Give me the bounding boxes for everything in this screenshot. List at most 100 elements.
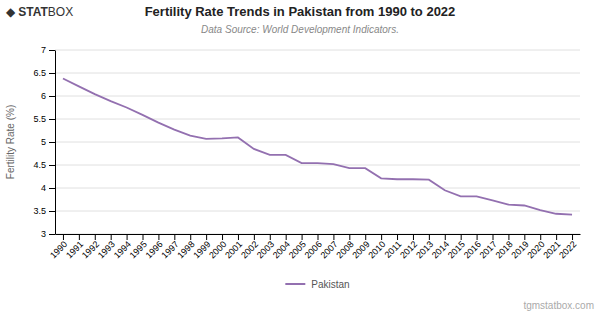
legend: Pakistan — [285, 279, 349, 290]
x-tick-label: 2009 — [350, 239, 371, 260]
x-tick-label: 2019 — [509, 239, 530, 260]
y-tick-label: 6.5 — [33, 68, 46, 78]
title: Fertility Rate Trends in Pakistan from 1… — [145, 4, 456, 19]
y-tick-mark — [49, 119, 55, 120]
x-tick-label: 1993 — [96, 239, 117, 260]
grid-line — [55, 50, 580, 51]
x-tick-mark — [477, 234, 478, 240]
marks — [63, 79, 572, 215]
x-tick-mark — [381, 234, 382, 240]
x-tick-label: 2006 — [303, 239, 324, 260]
x-tick-label: 2017 — [478, 239, 499, 260]
x-tick-label: 1990 — [48, 239, 69, 260]
subtitle: Data Source: World Development Indicator… — [201, 24, 399, 35]
x-tick-mark — [524, 234, 525, 240]
grid-line — [55, 188, 580, 189]
legend-item: Pakistan — [285, 279, 349, 290]
x-tick-mark — [397, 234, 398, 240]
x-tick-mark — [238, 234, 239, 240]
y-axis: 3 3.5 4 4.5 5 5.5 6 6.5 7 — [33, 45, 55, 239]
x-tick-mark — [111, 234, 112, 240]
y-tick-mark — [49, 188, 55, 189]
grid — [55, 50, 580, 234]
y-tick-mark — [49, 96, 55, 97]
grid-line — [55, 165, 580, 166]
y-tick-label: 6 — [41, 91, 46, 101]
x-tick-mark — [572, 234, 573, 240]
x-tick-mark — [222, 234, 223, 240]
x-tick-mark — [445, 234, 446, 240]
x-tick-mark — [254, 234, 255, 240]
x-tick-label: 2008 — [334, 239, 355, 260]
x-tick-label: 2004 — [271, 239, 292, 260]
x-tick-label: 2021 — [541, 239, 562, 260]
x-tick-mark — [143, 234, 144, 240]
x-tick-mark — [461, 234, 462, 240]
x-tick-mark — [556, 234, 557, 240]
x-tick-label: 2000 — [207, 239, 228, 260]
legend-label: Pakistan — [311, 279, 349, 290]
x-tick-mark — [333, 234, 334, 240]
y-tick-mark — [49, 142, 55, 143]
x-tick-label: 1991 — [64, 239, 85, 260]
x-tick-mark — [63, 234, 64, 240]
x-tick-label: 2016 — [462, 239, 483, 260]
y-axis-title: Fertility Rate (%) — [5, 105, 16, 179]
x-tick-mark — [79, 234, 80, 240]
x-tick-label: 2018 — [494, 239, 515, 260]
logo-part: STAT — [18, 5, 48, 19]
x-tick-mark — [302, 234, 303, 240]
y-axis-line — [55, 51, 56, 235]
y-tick: 6.5 — [33, 68, 55, 78]
x-tick-mark — [158, 234, 159, 240]
x-tick-label: 2013 — [414, 239, 435, 260]
y-tick-label: 5.5 — [33, 114, 46, 124]
grid-line — [55, 211, 580, 212]
logo-part: BOX — [48, 5, 73, 19]
x-tick-mark — [318, 234, 319, 240]
x-tick-label: 2014 — [430, 239, 451, 260]
x-tick-mark — [206, 234, 207, 240]
y-tick: 3 — [41, 229, 55, 239]
x-tick-label: 2022 — [557, 239, 578, 260]
logo-part: ◆ — [6, 5, 16, 19]
x-tick-mark — [95, 234, 96, 240]
grid-line — [55, 96, 580, 97]
line — [63, 79, 572, 215]
grid-line — [55, 73, 580, 74]
y-tick: 5.5 — [33, 114, 55, 124]
x-tick-mark — [286, 234, 287, 240]
x-tick-label: 2015 — [446, 239, 467, 260]
x-tick-label: 2005 — [287, 239, 308, 260]
x-tick-mark — [508, 234, 509, 240]
y-tick-label: 3 — [41, 229, 46, 239]
grid-line — [55, 119, 580, 120]
x-tick-mark — [429, 234, 430, 240]
x-axis: 1990199119921993199419951996199719981999… — [48, 234, 580, 260]
x-tick-label: 1992 — [80, 239, 101, 260]
y-tick-label: 7 — [41, 45, 46, 55]
y-tick: 6 — [41, 91, 55, 101]
y-tick-label: 3.5 — [33, 206, 46, 216]
y-tick: 4.5 — [33, 160, 55, 170]
y-tick-mark — [49, 165, 55, 166]
y-tick-mark — [49, 73, 55, 74]
x-tick-label: 2007 — [319, 239, 340, 260]
x-tick-mark — [174, 234, 175, 240]
plot: 1990199119921993199419951996199719981999… — [33, 45, 580, 260]
x-tick-mark — [365, 234, 366, 240]
y-tick: 5 — [41, 137, 55, 147]
y-tick: 7 — [41, 45, 55, 55]
x-tick-label: 1999 — [191, 239, 212, 260]
x-tick-mark — [540, 234, 541, 240]
y-tick: 4 — [41, 183, 55, 193]
legend-swatch — [285, 283, 305, 285]
x-tick: 2010 — [366, 234, 387, 260]
logo: ◆STATBOX — [6, 5, 73, 19]
x-tick-mark — [127, 234, 128, 240]
y-tick-label: 4 — [41, 183, 46, 193]
y-tick-mark — [49, 234, 55, 235]
x-tick-label: 1995 — [128, 239, 149, 260]
x-tick-mark — [493, 234, 494, 240]
x-tick-label: 1997 — [159, 239, 180, 260]
